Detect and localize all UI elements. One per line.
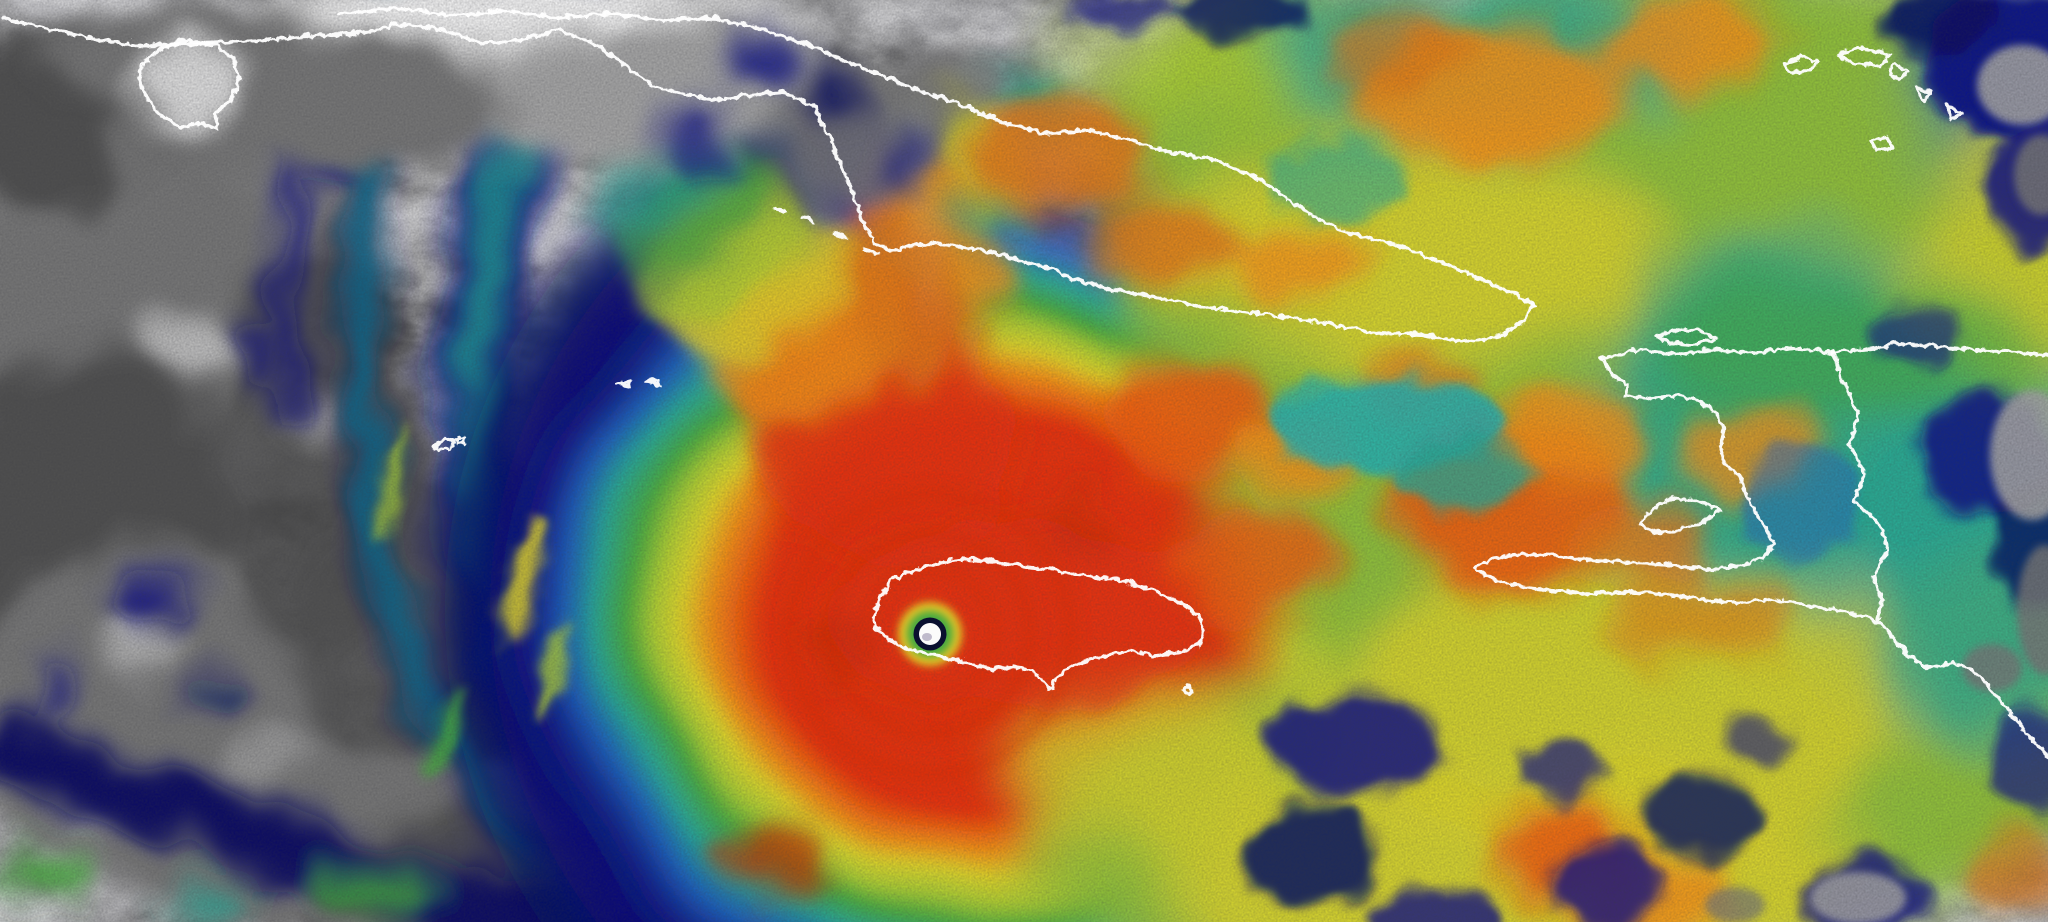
coastlines <box>0 4 2048 758</box>
turks-caicos-coastlines <box>1780 44 1962 151</box>
cuba-south-coastline <box>0 14 1534 343</box>
tortuga-island-coastline <box>1652 325 1716 345</box>
isla-de-la-juventud-coastline <box>135 36 240 128</box>
cuba-offshore-cays <box>770 204 878 253</box>
cuba-north-coastline <box>334 4 1534 306</box>
eyewall-rings <box>784 488 1076 780</box>
pedro-cays-outline <box>1180 682 1192 694</box>
haiti-west-and-south-coastline <box>1470 354 2048 758</box>
eye-shading <box>922 633 932 641</box>
cayman-islands-coastline <box>431 376 660 451</box>
haiti-dr-border <box>1830 350 1888 620</box>
jamaica-coastline <box>870 555 1205 691</box>
hispaniola-north-coastline <box>1598 340 2048 358</box>
gonave-island-coastline <box>1636 494 1720 533</box>
